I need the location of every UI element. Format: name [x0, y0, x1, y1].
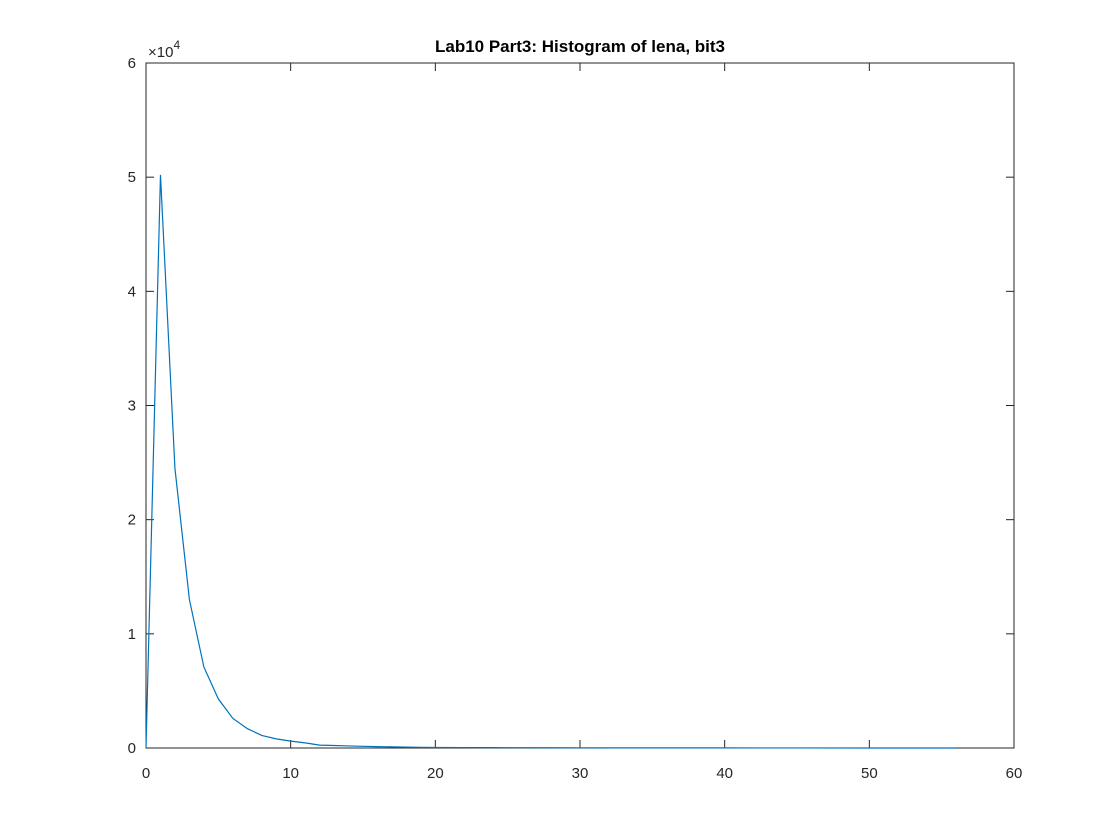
x-tick-label: 30 [572, 765, 589, 782]
x-tick-label: 0 [142, 765, 150, 782]
x-tick-label: 60 [1006, 765, 1023, 782]
y-tick-label: 6 [128, 55, 136, 72]
y-tick-label: 4 [128, 283, 136, 300]
y-multiplier: ×104 [148, 38, 180, 61]
chart-title: Lab10 Part3: Histogram of lena, bit3 [435, 37, 725, 56]
y-tick-label: 3 [128, 398, 136, 415]
y-multiplier-exponent: 4 [173, 38, 180, 52]
x-tick-label: 40 [716, 765, 733, 782]
series-line [145, 174, 957, 749]
x-axis-ticks: 0 10 20 30 40 50 60 [142, 63, 1023, 782]
y-tick-label: 0 [128, 740, 136, 757]
plot-area [145, 62, 1015, 749]
x-tick-label: 50 [861, 765, 878, 782]
x-tick-label: 20 [427, 765, 444, 782]
y-tick-label: 5 [128, 169, 136, 186]
y-multiplier-base: ×10 [148, 44, 173, 61]
y-tick-label: 1 [128, 626, 136, 643]
y-tick-label: 2 [128, 512, 136, 529]
y-axis-ticks: 0 1 2 3 4 5 6 [128, 55, 1014, 757]
x-tick-label: 10 [282, 765, 299, 782]
